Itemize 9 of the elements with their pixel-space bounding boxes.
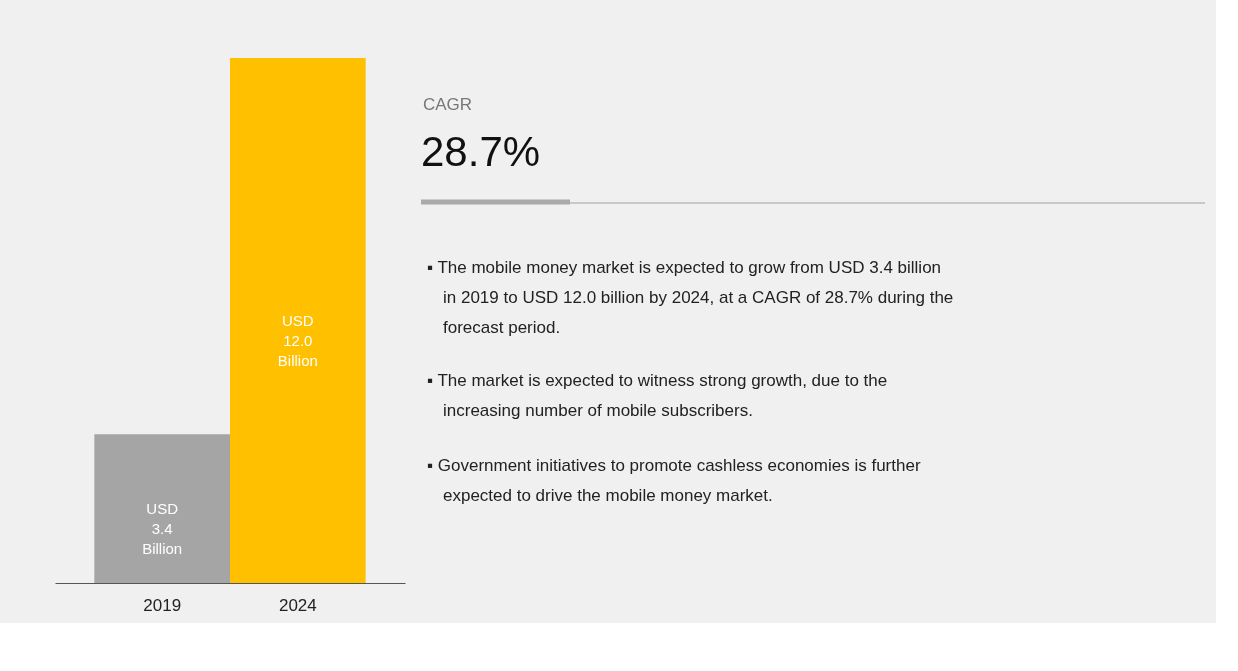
text: ▪ The mobile money market is expected to grow from USD 3.4 billion in 2019 to USD 12.0 billion by 2024, at a CAGR of 28.7% during the forecast period. (427, 258, 954, 337)
x-tick-label: 2024 (278, 595, 317, 615)
text: 28.7% (421, 128, 541, 175)
x-tick-label: 2019 (143, 595, 182, 615)
text: CAGR (423, 95, 473, 114)
data-label: USD 3.4 Billion (142, 499, 183, 557)
data-label: USD 12.0 Billion (277, 311, 318, 369)
text: ▪ The market is expected to witness strong growth, due to the increasing number of mobile subscribers. (427, 371, 888, 420)
text: ▪ Government initiatives to promote cashless economies is further expected to drive the mobile money market. (427, 456, 921, 505)
